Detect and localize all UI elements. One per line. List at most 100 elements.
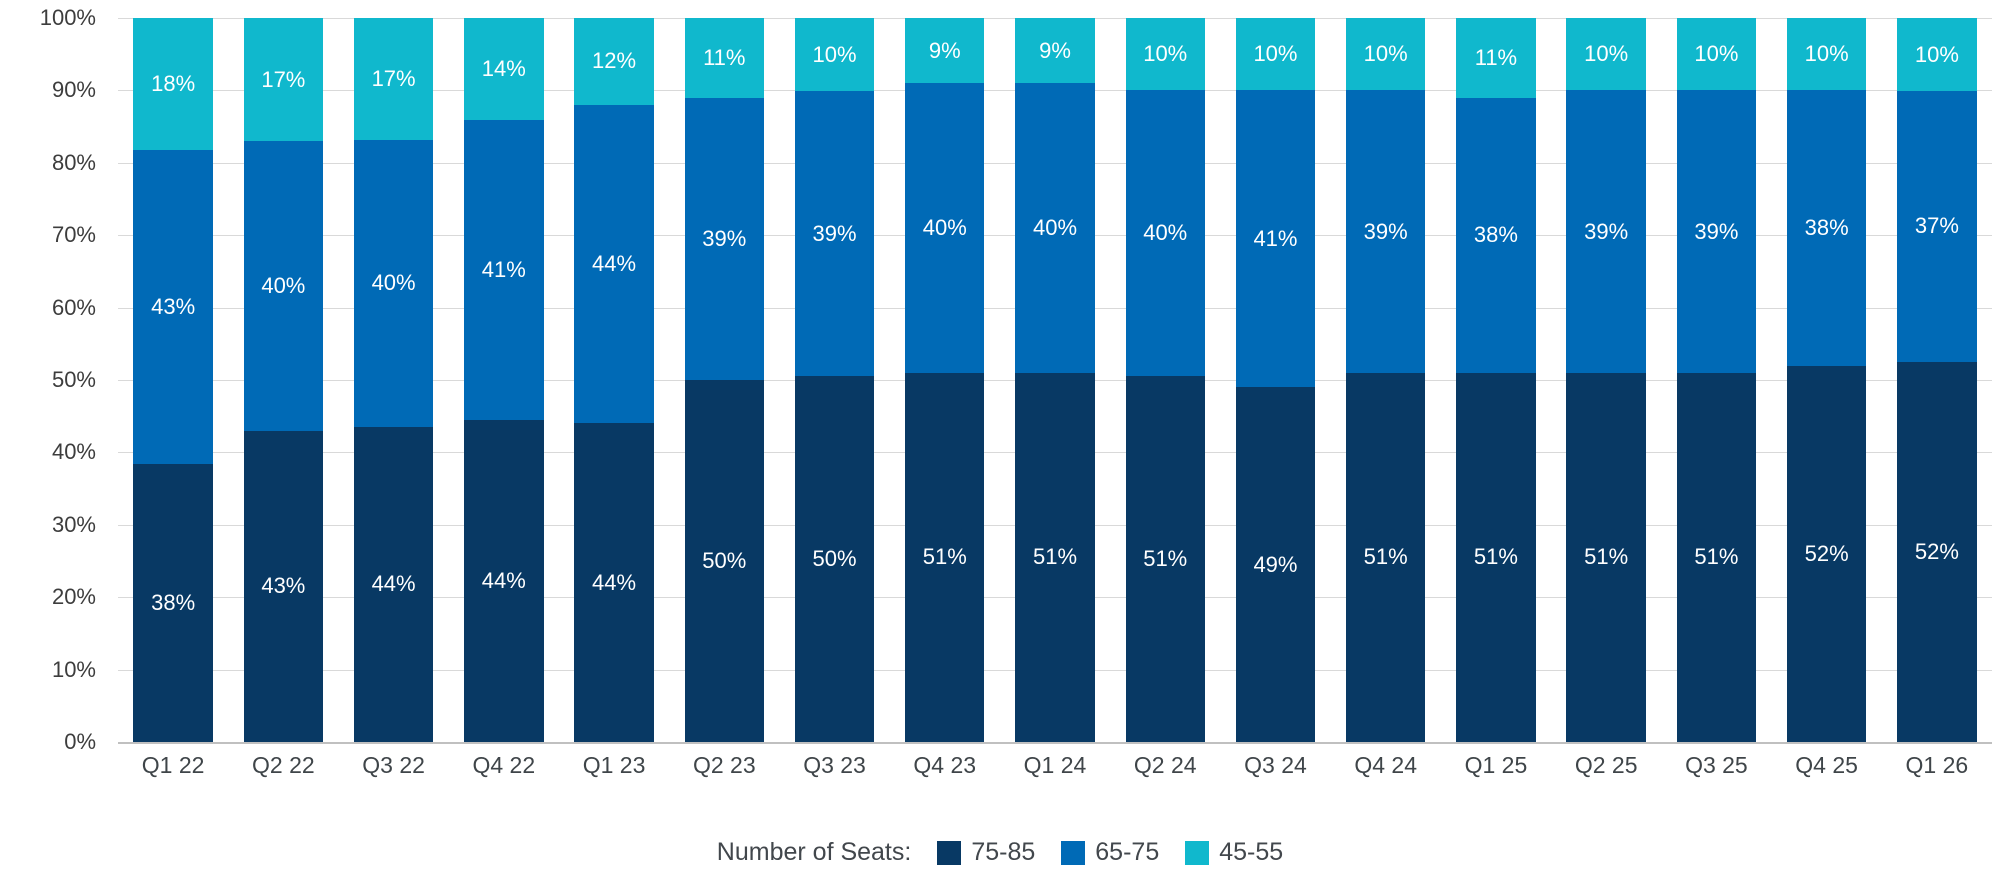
stacked-bar-q1-23: 44% 44% 12% — [574, 18, 654, 742]
y-tick-label-50: 50% — [51, 367, 96, 392]
bar-segment-65-75: 38% — [1786, 90, 1867, 366]
y-tick-label-20: 20% — [51, 584, 96, 610]
bar-segment-label: 44% — [592, 251, 637, 277]
bar-segment-45-55: 10% — [1566, 18, 1646, 91]
bar-segment-label: 39% — [812, 220, 857, 246]
bar-slot-q3-24: 49% 41% 10% — [1220, 17, 1330, 742]
bar-segment-label: 51% — [1143, 546, 1188, 572]
bar-segment-75-85: 43% — [243, 430, 324, 742]
bar-slot-q3-23: 50% 39% 10% — [779, 18, 889, 742]
bar-segment-45-55: 11% — [684, 18, 764, 98]
bar-segment-65-75: 40% — [243, 141, 324, 431]
bar-segment-45-55: 10% — [1786, 17, 1867, 91]
stacked-bar-q1-22: 38% 43% 18% — [133, 17, 213, 742]
bar-segment-label: 49% — [1253, 551, 1298, 577]
bar-segment-65-75: 40% — [905, 83, 985, 373]
x-tick-label-q4-24: Q4 24 — [1354, 752, 1418, 778]
bar-segment-45-55: 11% — [1456, 18, 1536, 98]
bar-slot-q4-24: 51% 39% 10% — [1331, 18, 1441, 742]
bar-slot-q2-24: 51% 40% 10% — [1110, 18, 1220, 742]
bar-segment-65-75: 39% — [684, 97, 764, 380]
y-tick-label-10: 10% — [51, 656, 96, 682]
stacked-bar-q3-25: 51% 39% 10% — [1676, 18, 1757, 742]
stacked-bar-q4-23: 51% 40% 9% — [905, 18, 985, 742]
bar-slot-q4-23: 51% 40% 9% — [890, 18, 1000, 742]
bar-segment-label: 41% — [1253, 225, 1298, 251]
legend-title: Number of Seats: — [716, 838, 912, 866]
bar-slot-q2-23: 50% 39% 11% — [669, 18, 779, 742]
bar-segment-45-55: 10% — [1235, 17, 1316, 91]
x-tick-label-q2-22: Q2 22 — [252, 752, 315, 778]
bar-segment-75-85: 38% — [133, 464, 213, 742]
y-tick-label-70: 70% — [51, 222, 96, 248]
bar-slot-q4-22: 44% 41% 14% — [449, 17, 559, 742]
stacked-bar-q1-25: 51% 38% 11% — [1456, 18, 1536, 742]
bar-segment-label: 10% — [1363, 41, 1408, 67]
bar-segment-label: 18% — [151, 70, 196, 96]
bar-segment-75-85: 52% — [1897, 361, 1977, 742]
bar-segment-75-85: 51% — [1566, 372, 1646, 742]
y-tick-label-40: 40% — [51, 439, 96, 465]
bar-segment-65-75: 39% — [794, 91, 875, 377]
bar-segment-label: 52% — [1914, 538, 1959, 564]
bar-segment-45-55: 9% — [1015, 18, 1095, 84]
bar-segment-75-85: 51% — [1456, 372, 1536, 742]
legend-item-45-55: 45-55 — [1185, 838, 1283, 867]
bar-segment-label: 44% — [592, 569, 637, 595]
bar-segment-75-85: 50% — [684, 380, 764, 742]
x-tick-label-q1-22: Q1 22 — [141, 752, 205, 778]
bar-segment-label: 10% — [1694, 41, 1739, 67]
bar-segment-45-55: 18% — [133, 17, 213, 150]
bar-slot-q3-25: 51% 39% 10% — [1661, 18, 1771, 742]
bar-segment-75-85: 44% — [464, 420, 544, 742]
legend: Number of Seats: 75-85 65-75 45-55 — [0, 838, 2000, 867]
y-tick-label-90: 90% — [51, 77, 96, 103]
bar-segment-45-55: 10% — [794, 18, 875, 92]
bar-segment-label: 44% — [371, 571, 416, 597]
bar-segment-label: 17% — [261, 66, 306, 92]
x-tick-label-q1-25: Q1 25 — [1464, 752, 1528, 778]
x-axis: Q1 22 Q2 22 Q3 22 Q4 22 Q1 23 Q2 23 Q3 23 Q4 23… — [118, 752, 1992, 792]
bar-slot-q1-22: 38% 43% 18% — [118, 17, 228, 742]
bar-segment-45-55: 14% — [464, 17, 544, 121]
bar-segment-label: 41% — [481, 257, 526, 283]
bar-segment-75-85: 51% — [1676, 372, 1757, 742]
stacked-bar-q1-24: 51% 40% 9% — [1015, 18, 1095, 742]
bar-segment-75-85: 51% — [1015, 372, 1095, 742]
stacked-bar-q3-23: 50% 39% 10% — [794, 18, 875, 742]
bar-segment-label: 50% — [812, 546, 857, 572]
bar-segment-65-75: 39% — [1346, 90, 1426, 373]
legend-label-75-85: 75-85 — [971, 838, 1036, 866]
bar-segment-label: 38% — [1473, 222, 1518, 248]
bar-slot-q2-22: 43% 40% 17% — [228, 18, 338, 742]
stacked-bar-q2-22: 43% 40% 17% — [243, 18, 324, 742]
bar-segment-45-55: 10% — [1346, 18, 1426, 91]
bar-segment-label: 51% — [1363, 544, 1408, 570]
bar-segment-label: 10% — [1143, 40, 1188, 66]
x-tick-label-q2-24: Q2 24 — [1133, 752, 1197, 778]
bar-slot-q1-23: 44% 44% 12% — [559, 18, 669, 742]
bar-segment-label: 39% — [702, 225, 747, 251]
bar-segment-label: 11% — [703, 44, 746, 70]
bar-segment-label: 40% — [1032, 214, 1078, 240]
legend-swatch-45-55 — [1185, 840, 1210, 865]
bar-segment-label: 43% — [261, 573, 306, 599]
stacked-bar-q4-22: 44% 41% 14% — [464, 17, 544, 742]
bar-segment-label: 40% — [371, 270, 416, 296]
stacked-bar-q3-22: 44% 40% 17% — [353, 18, 434, 742]
bar-segment-label: 40% — [1143, 220, 1188, 246]
bar-segment-label: 9% — [1039, 37, 1071, 63]
bar-segment-75-85: 52% — [1786, 365, 1867, 742]
bar-segment-label: 10% — [812, 41, 857, 67]
bar-slot-q1-24: 51% 40% 9% — [1000, 18, 1110, 742]
bar-segment-75-85: 50% — [794, 376, 875, 742]
x-tick-label-q3-25: Q3 25 — [1685, 752, 1748, 778]
bar-segment-label: 10% — [1253, 41, 1298, 67]
bar-slot-q3-22: 44% 40% 17% — [338, 18, 448, 742]
bar-segment-65-75: 40% — [1015, 83, 1095, 373]
bar-segment-label: 39% — [1363, 218, 1408, 244]
legend-label-65-75: 65-75 — [1095, 838, 1160, 866]
x-tick-label-q3-22: Q3 22 — [362, 752, 425, 778]
stacked-bar-q2-23: 50% 39% 11% — [684, 18, 764, 742]
y-axis: 0% 10% 20% 30% 40% 50% 60% 70% 80% 90% 100% — [0, 5, 106, 754]
